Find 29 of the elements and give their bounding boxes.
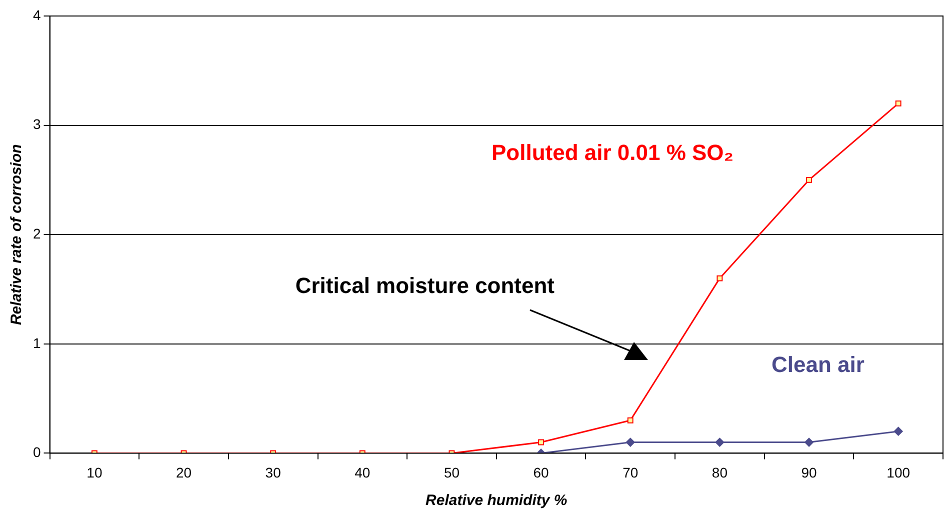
y-tick-label: 3 xyxy=(32,116,41,132)
x-axis-title: Relative humidity % xyxy=(426,492,568,510)
x-tick-label: 40 xyxy=(354,464,370,480)
y-tick-label: 2 xyxy=(32,225,41,242)
y-tick-label: 0 xyxy=(32,444,41,460)
text: Clean air xyxy=(771,352,865,377)
x-tick-label: 70 xyxy=(622,464,638,480)
point xyxy=(804,438,814,447)
point xyxy=(894,426,903,436)
point xyxy=(806,176,812,183)
x-tick-label: 20 xyxy=(176,464,192,480)
point xyxy=(538,439,544,446)
x-tick-label: 10 xyxy=(86,464,102,480)
annotation: Critical moisture content xyxy=(295,273,556,298)
y-tick-label: 4 xyxy=(32,6,41,23)
x-tick-label: 50 xyxy=(444,464,460,480)
point xyxy=(716,275,723,282)
x-tick-label: 90 xyxy=(801,464,818,480)
x-tick-label: 30 xyxy=(265,464,282,480)
x-tick-label: 80 xyxy=(712,464,728,480)
point xyxy=(627,417,634,424)
point xyxy=(626,438,635,447)
point xyxy=(895,100,902,106)
y-tick-label: 1 xyxy=(32,334,41,351)
point xyxy=(715,438,724,447)
y-axis-title: Relative rate of corrosion xyxy=(8,144,26,326)
text: Polluted air 0.01 % SO₂ xyxy=(491,140,734,165)
x-tick-label: 60 xyxy=(533,464,550,480)
x-tick-label: 100 xyxy=(886,464,910,480)
